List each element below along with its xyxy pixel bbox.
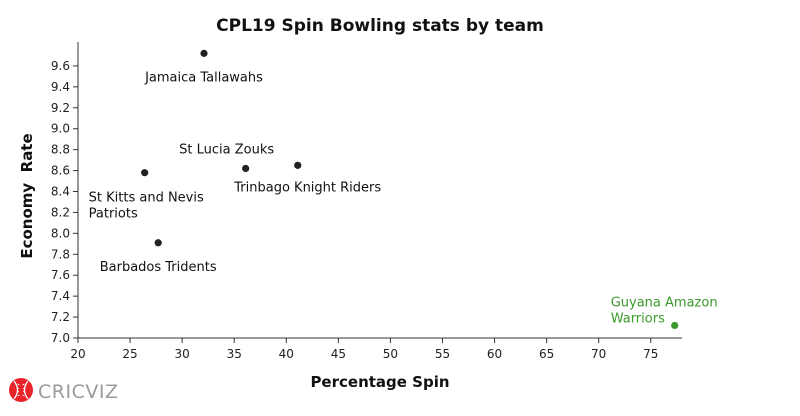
x-tick-label: 45 (331, 347, 346, 361)
y-tick-label: 8.0 (51, 226, 70, 240)
point-label-line: Barbados Tridents (100, 260, 217, 275)
y-tick-label: 7.8 (51, 247, 70, 261)
x-axis-label: Percentage Spin (310, 373, 449, 391)
y-tick-label: 8.2 (51, 205, 70, 219)
chart-title: CPL19 Spin Bowling stats by team (216, 16, 544, 36)
y-tick-label: 8.8 (51, 143, 70, 157)
y-tick-label: 8.4 (51, 185, 70, 199)
y-tick-label: 9.2 (51, 101, 70, 115)
y-tick-label: 7.6 (51, 268, 70, 282)
axes: 7.0 7.2 7.4 7.6 7.8 8.0 8.2 8.4 8.6 8.8 9.0 9.2 9.4 9… (51, 42, 682, 361)
y-tick-label: 7.4 (51, 289, 70, 303)
y-tick-label: 7.2 (51, 310, 70, 324)
y-tick-label: 9.4 (51, 80, 70, 94)
y-axis-label: Economy Rate (18, 133, 36, 258)
x-tick-label: 40 (279, 347, 294, 361)
x-tick-label: 25 (122, 347, 137, 361)
x-tick-label: 50 (383, 347, 398, 361)
point-label: Guyana Amazon Warriors (611, 295, 718, 326)
x-tick-label: 55 (435, 347, 450, 361)
x-tick-label: 75 (643, 347, 658, 361)
y-tick-label: 9.0 (51, 122, 70, 136)
point-label: St Lucia Zouks (179, 142, 274, 157)
cricviz-logo: CRICVIZ (9, 378, 118, 403)
data-point (141, 169, 149, 177)
point-label-line: Guyana Amazon (611, 295, 718, 310)
cricket-ball-icon (9, 378, 33, 402)
x-tick-label: 30 (174, 347, 189, 361)
data-point (200, 49, 208, 57)
data-point (154, 239, 162, 247)
x-tick-label: 60 (487, 347, 502, 361)
y-tick-label: 8.6 (51, 164, 70, 178)
y-tick-label: 9.6 (51, 59, 70, 73)
brand-name: CRICVIZ (38, 381, 118, 403)
data-point (294, 161, 302, 169)
point-label: Trinbago Knight Riders (233, 180, 381, 195)
data-point (242, 164, 250, 173)
y-tick-label: 7.0 (51, 331, 70, 345)
x-tick-label: 70 (591, 347, 606, 361)
point-label: Barbados Tridents (100, 260, 217, 275)
x-tick-label: 35 (227, 347, 242, 361)
points-layer: Jamaica Tallawahs St Lucia Zouks Trinbago … (89, 49, 718, 330)
point-label-line: Trinbago Knight Riders (233, 180, 381, 195)
x-tick-label: 20 (70, 347, 85, 361)
point-label-line: Patriots (89, 207, 138, 222)
point-label-line: St Lucia Zouks (179, 142, 274, 157)
point-label: St Kitts and Nevis Patriots (89, 191, 204, 222)
point-label-line: Jamaica Tallawahs (144, 70, 263, 85)
data-point (671, 321, 679, 330)
x-tick-label: 65 (539, 347, 554, 361)
point-label-line: Warriors (611, 311, 665, 326)
point-label-line: St Kitts and Nevis (89, 191, 204, 206)
point-label: Jamaica Tallawahs (144, 70, 263, 85)
